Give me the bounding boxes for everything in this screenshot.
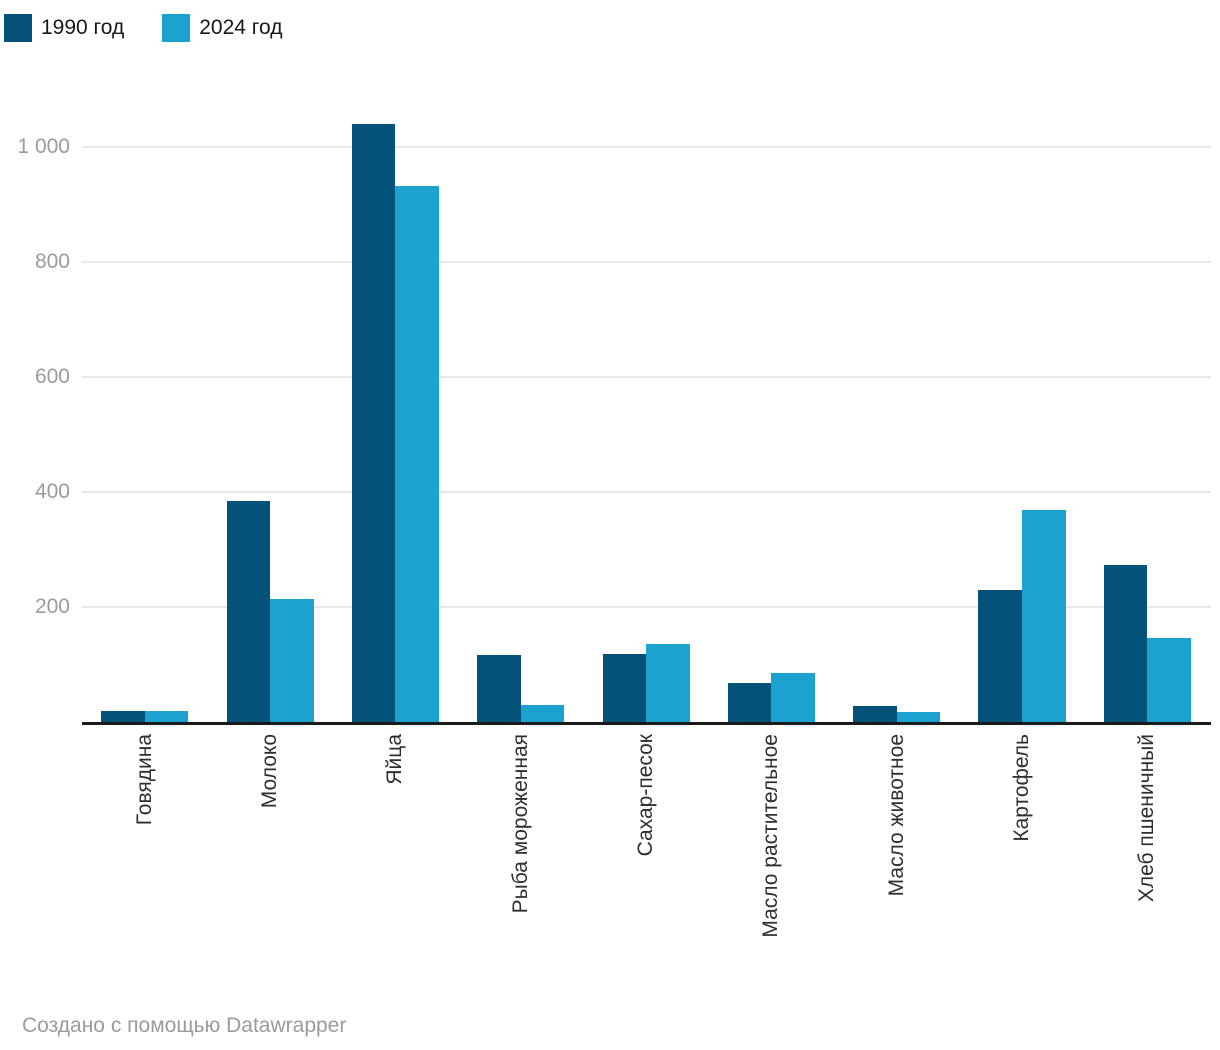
x-axis-line xyxy=(82,722,1211,725)
legend-swatch-2024 xyxy=(162,14,191,42)
legend-item-2024: 2024 год xyxy=(162,14,282,42)
bar-2024-category-6 xyxy=(771,672,815,722)
gridline-800 xyxy=(82,261,1211,263)
legend: 1990 год 2024 год xyxy=(4,14,282,42)
legend-label-2024: 2024 год xyxy=(199,16,283,39)
legend-item-1990: 1990 год xyxy=(4,14,124,42)
y-tick-label-200: 200 xyxy=(34,595,70,618)
bar-1990-category-4 xyxy=(477,655,521,722)
x-category-label-3: Яйца xyxy=(383,734,407,785)
bar-1990-category-2 xyxy=(226,500,271,722)
x-category-label-6: Масло растительное xyxy=(759,734,783,938)
x-category-label-8: Картофель xyxy=(1010,734,1033,842)
bar-2024-category-8 xyxy=(1022,509,1066,722)
gridline-600 xyxy=(82,376,1211,378)
bar-1990-category-7 xyxy=(853,705,897,722)
x-category-label-2: Молоко xyxy=(258,734,282,809)
gridline-200 xyxy=(82,606,1211,608)
bar-2024-category-3 xyxy=(395,186,439,722)
gridline-400 xyxy=(82,491,1211,493)
x-category-label-1: Говядина xyxy=(132,734,156,826)
attribution-text: Создано с помощью Datawrapper xyxy=(22,1014,347,1037)
gridline-1000 xyxy=(82,146,1211,148)
legend-swatch-1990 xyxy=(4,14,32,42)
bar-1990-category-6 xyxy=(727,682,772,722)
y-tick-label-800: 800 xyxy=(34,250,70,273)
x-category-label-9: Хлеб пшеничный xyxy=(1135,734,1159,903)
bar-1990-category-9 xyxy=(1103,565,1148,722)
bar-2024-category-4 xyxy=(520,705,565,722)
x-category-label-7: Масло животное xyxy=(884,734,908,897)
bar-2024-category-9 xyxy=(1147,637,1191,722)
bar-1990-category-3 xyxy=(351,124,396,722)
bar-2024-category-1 xyxy=(144,711,189,722)
y-tick-label-400: 400 xyxy=(34,480,70,503)
legend-label-1990: 1990 год xyxy=(41,16,125,39)
bar-1990-category-1 xyxy=(101,710,145,722)
bar-2024-category-2 xyxy=(270,599,314,722)
bar-1990-category-8 xyxy=(978,589,1022,723)
y-tick-label-600: 600 xyxy=(34,365,70,388)
bar-2024-category-5 xyxy=(646,643,690,722)
x-category-label-5: Сахар-песок xyxy=(634,734,658,857)
bar-1990-category-5 xyxy=(602,653,647,722)
bar-2024-category-7 xyxy=(896,712,941,722)
y-tick-label-1000: 1 000 xyxy=(17,135,70,158)
x-category-label-4: Рыба мороженная xyxy=(508,734,532,914)
